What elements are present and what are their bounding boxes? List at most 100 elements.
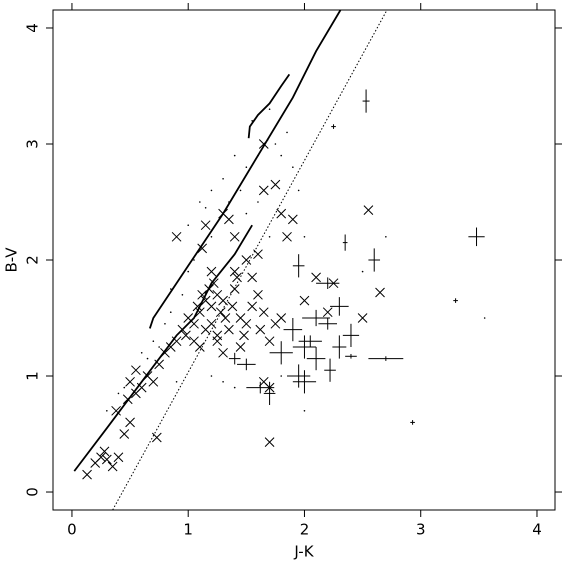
curve xyxy=(247,73,291,139)
x-tick-label: 1 xyxy=(183,521,193,539)
dot-point xyxy=(303,235,306,238)
cross-point xyxy=(107,461,118,472)
cross-point xyxy=(136,382,147,393)
dot-point xyxy=(239,189,242,192)
cross-point xyxy=(101,454,112,465)
cross-point xyxy=(200,220,211,231)
cross-point xyxy=(197,243,208,254)
dot-point xyxy=(140,352,143,354)
cross-point xyxy=(258,307,269,318)
cross-point xyxy=(241,255,252,265)
curve xyxy=(112,9,388,511)
y-tick-label: 0 xyxy=(24,487,42,497)
cross-point xyxy=(181,330,191,341)
cross-point xyxy=(375,287,385,298)
dot-point xyxy=(233,154,236,157)
cross-point xyxy=(276,208,287,219)
dot-point xyxy=(210,189,213,192)
cross-point xyxy=(357,313,368,323)
dot-point xyxy=(303,410,306,412)
dot-point xyxy=(169,311,172,314)
dot-point xyxy=(146,357,149,360)
y-tick-label: 1 xyxy=(24,371,42,381)
cross-point xyxy=(206,301,217,312)
cross-point xyxy=(229,266,240,277)
cross-point xyxy=(264,437,275,447)
cross-point xyxy=(131,365,141,376)
dot-point xyxy=(193,259,195,261)
cross-point xyxy=(171,231,182,242)
cross-point xyxy=(229,231,240,242)
cross-point xyxy=(247,272,258,283)
cross-point xyxy=(264,336,275,347)
cross-point xyxy=(270,179,281,190)
dot-point xyxy=(286,131,288,134)
cross-point xyxy=(171,336,182,347)
cross-point xyxy=(363,205,374,215)
cross-point xyxy=(218,347,228,358)
cross-point xyxy=(148,376,159,387)
cross-point xyxy=(311,272,321,283)
y-axis-label: B-V xyxy=(3,247,21,273)
dot-point xyxy=(280,154,283,157)
dot-point xyxy=(361,270,364,273)
x-tick-label: 4 xyxy=(532,521,542,539)
cross-point xyxy=(194,307,205,318)
cross-point xyxy=(224,324,234,335)
dot-point xyxy=(169,288,172,290)
dot-point xyxy=(181,294,184,296)
cross-point xyxy=(119,429,130,439)
dot-point xyxy=(164,323,166,325)
cross-point xyxy=(99,446,110,457)
cross-point xyxy=(258,185,269,196)
dot-point xyxy=(268,235,271,238)
cross-point xyxy=(111,405,121,416)
dot-point xyxy=(187,270,190,273)
cross-point xyxy=(232,272,242,283)
y-tick-label: 2 xyxy=(24,255,42,265)
cross-point xyxy=(287,214,298,225)
plot-frame xyxy=(52,9,556,511)
cross-point xyxy=(229,284,240,294)
dot-point xyxy=(222,177,224,180)
cross-point xyxy=(206,318,217,329)
cross-point xyxy=(227,301,238,312)
dot-point xyxy=(297,189,300,192)
cross-point xyxy=(239,330,249,341)
cross-point xyxy=(197,289,208,300)
cross-point xyxy=(113,452,124,463)
x-tick-label: 2 xyxy=(300,521,310,539)
dot-point xyxy=(233,386,236,389)
cross-point xyxy=(255,324,266,335)
cross-point xyxy=(206,266,217,277)
dot-point xyxy=(222,381,224,383)
x-tick-label: 3 xyxy=(416,521,426,539)
dot-point xyxy=(245,166,248,168)
curve xyxy=(148,9,342,329)
y-tick-label: 3 xyxy=(24,139,42,149)
x-axis-label: J-K xyxy=(293,543,314,561)
dot-point xyxy=(204,206,207,209)
dot-point xyxy=(117,392,120,395)
cross-point xyxy=(154,359,164,370)
cross-point xyxy=(247,301,258,312)
dot-point xyxy=(257,201,259,203)
dot-point xyxy=(187,224,190,226)
cross-point xyxy=(194,342,205,352)
cross-point xyxy=(235,342,246,352)
dot-point xyxy=(199,201,201,203)
cross-point xyxy=(125,417,135,428)
y-tick-label: 4 xyxy=(24,23,42,33)
cross-point xyxy=(82,469,92,480)
dot-point xyxy=(280,375,283,377)
cross-point xyxy=(253,289,263,300)
cross-point xyxy=(96,452,106,463)
cross-point xyxy=(212,330,223,341)
cross-point xyxy=(282,231,292,242)
cross-point xyxy=(151,432,162,443)
cross-point xyxy=(224,214,234,225)
dot-point xyxy=(175,381,178,383)
cross-point xyxy=(220,313,231,323)
dot-point xyxy=(268,108,271,110)
